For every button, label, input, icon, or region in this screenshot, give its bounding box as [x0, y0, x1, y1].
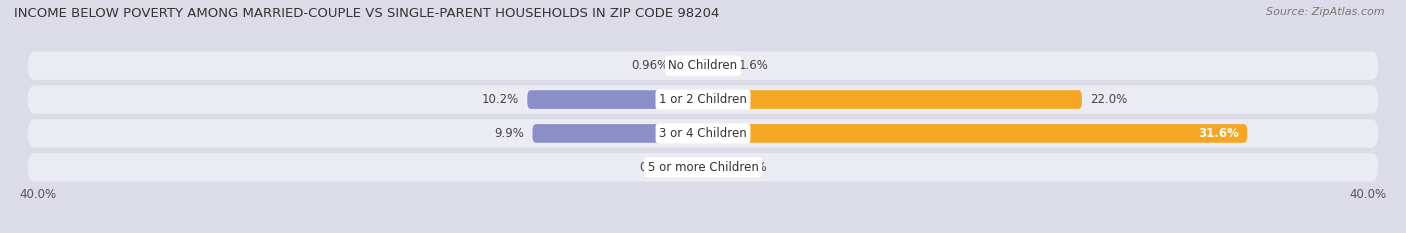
FancyBboxPatch shape	[678, 56, 703, 75]
Text: 22.0%: 22.0%	[1091, 93, 1128, 106]
FancyBboxPatch shape	[703, 124, 1247, 143]
FancyBboxPatch shape	[703, 158, 728, 177]
FancyBboxPatch shape	[527, 90, 703, 109]
Text: 1.6%: 1.6%	[740, 59, 769, 72]
Text: 9.9%: 9.9%	[494, 127, 524, 140]
Text: 40.0%: 40.0%	[1350, 188, 1386, 201]
FancyBboxPatch shape	[703, 90, 1083, 109]
FancyBboxPatch shape	[533, 124, 703, 143]
FancyBboxPatch shape	[678, 158, 703, 177]
Text: 40.0%: 40.0%	[20, 188, 56, 201]
Text: 3 or 4 Children: 3 or 4 Children	[659, 127, 747, 140]
Text: 1 or 2 Children: 1 or 2 Children	[659, 93, 747, 106]
Text: 10.2%: 10.2%	[481, 93, 519, 106]
FancyBboxPatch shape	[703, 56, 731, 75]
FancyBboxPatch shape	[28, 85, 1378, 114]
Text: Source: ZipAtlas.com: Source: ZipAtlas.com	[1267, 7, 1385, 17]
Text: 0.0%: 0.0%	[638, 161, 669, 174]
FancyBboxPatch shape	[28, 153, 1378, 182]
Text: 0.0%: 0.0%	[738, 161, 768, 174]
Text: 0.96%: 0.96%	[631, 59, 669, 72]
Text: 31.6%: 31.6%	[1198, 127, 1239, 140]
FancyBboxPatch shape	[28, 51, 1378, 80]
Text: 5 or more Children: 5 or more Children	[648, 161, 758, 174]
FancyBboxPatch shape	[28, 119, 1378, 148]
Text: INCOME BELOW POVERTY AMONG MARRIED-COUPLE VS SINGLE-PARENT HOUSEHOLDS IN ZIP COD: INCOME BELOW POVERTY AMONG MARRIED-COUPL…	[14, 7, 720, 20]
Text: No Children: No Children	[668, 59, 738, 72]
